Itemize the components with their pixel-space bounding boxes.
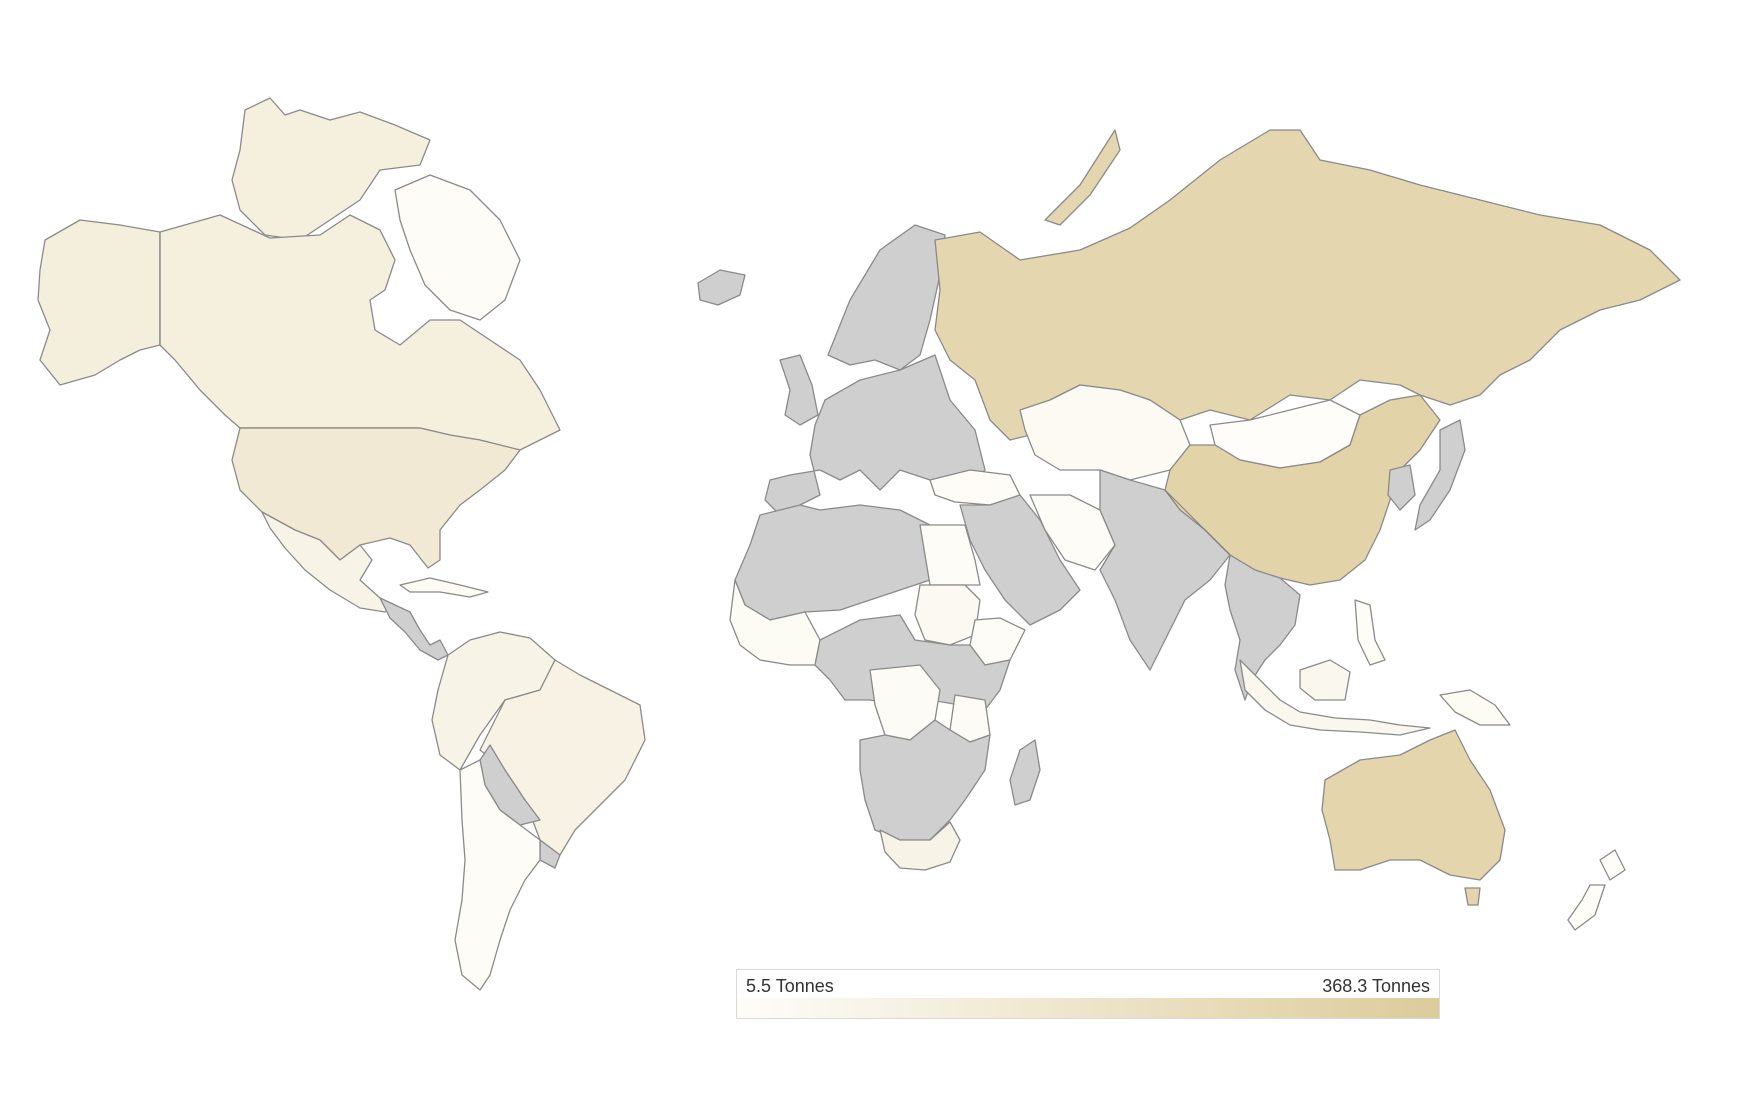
region-novaya-zemlya[interactable]: [1044, 129, 1121, 226]
region-png[interactable]: [1439, 689, 1511, 726]
region-japan[interactable]: [1414, 419, 1466, 531]
region-usa[interactable]: [231, 427, 521, 569]
region-argentina-chile[interactable]: [454, 759, 541, 991]
region-europe[interactable]: [764, 354, 986, 516]
region-central-america[interactable]: [379, 597, 449, 661]
region-russia[interactable]: [934, 129, 1681, 441]
region-southern-africa-mid[interactable]: [859, 719, 991, 841]
region-central-africa[interactable]: [814, 614, 1011, 711]
region-sudan[interactable]: [914, 584, 981, 646]
color-scale-legend: 5.5 Tonnes 368.3 Tonnes: [736, 969, 1440, 1019]
region-north-africa[interactable]: [734, 504, 931, 621]
region-iceland[interactable]: [697, 269, 746, 306]
region-india-south-asia[interactable]: [1099, 469, 1231, 671]
region-tasmania[interactable]: [1464, 887, 1481, 906]
region-middle-east[interactable]: [959, 494, 1081, 626]
region-scandinavia[interactable]: [827, 224, 946, 371]
region-canada[interactable]: [159, 214, 561, 451]
region-new-zealand[interactable]: [1567, 849, 1626, 931]
region-philippines[interactable]: [1354, 599, 1386, 666]
region-korea[interactable]: [1387, 464, 1416, 511]
region-south-africa[interactable]: [879, 821, 961, 871]
region-alaska[interactable]: [37, 219, 161, 386]
legend-min-label: 5.5 Tonnes: [746, 976, 834, 996]
legend-gradient-bar: [737, 998, 1439, 1018]
legend-max-label: 368.3 Tonnes: [1322, 976, 1430, 996]
border-india-china: [1164, 489, 1231, 556]
region-australia[interactable]: [1321, 729, 1506, 881]
region-greenland[interactable]: [394, 174, 521, 321]
region-arctic-islands[interactable]: [231, 97, 431, 241]
region-egypt[interactable]: [919, 524, 981, 586]
region-madagascar[interactable]: [1009, 739, 1041, 806]
region-indonesia[interactable]: [1239, 659, 1431, 736]
region-cuba[interactable]: [399, 577, 489, 598]
region-iran[interactable]: [1029, 494, 1116, 571]
region-uk[interactable]: [779, 354, 819, 426]
